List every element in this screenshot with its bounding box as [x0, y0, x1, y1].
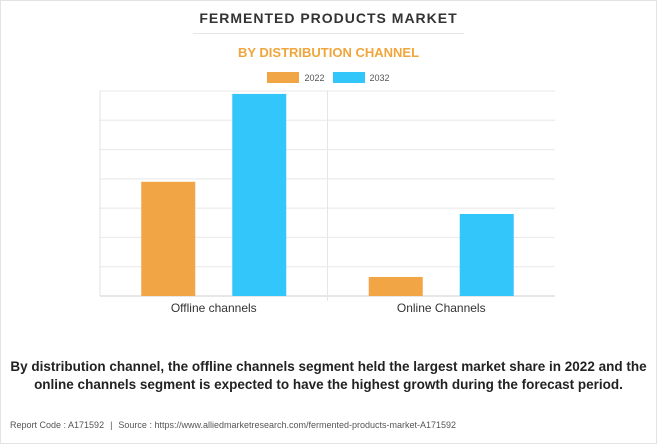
- bar-2032-online-channels: [459, 214, 514, 296]
- bar-chart: Offline channels Online Channels: [99, 90, 555, 315]
- title-divider: [193, 33, 464, 34]
- chart-legend: 2022 2032: [0, 72, 657, 83]
- legend-swatch-2022: [267, 72, 300, 83]
- report-code: Report Code : A171592: [10, 420, 105, 430]
- bar-2032-offline-channels: [232, 93, 287, 296]
- bar-2022-offline-channels: [141, 181, 196, 296]
- chart-caption: By distribution channel, the offline cha…: [10, 359, 647, 392]
- chart-subtitle: BY DISTRIBUTION CHANNEL: [237, 45, 420, 60]
- chart-title: FERMENTED PRODUCTS MARKET: [199, 10, 458, 26]
- x-tick-label: Online Channels: [397, 301, 486, 315]
- legend-item-2032[interactable]: 2032: [332, 72, 390, 83]
- footer-separator: |: [110, 420, 113, 430]
- bar-2022-online-channels: [368, 276, 423, 296]
- x-tick-label: Offline channels: [171, 301, 257, 315]
- legend-label-2022: 2022: [304, 72, 325, 83]
- source-link[interactable]: Source : https://www.alliedmarketresearc…: [118, 420, 457, 430]
- legend-label-2032: 2032: [369, 72, 390, 83]
- footer: Report Code : A171592 | Source : https://w…: [10, 420, 456, 430]
- legend-item-2022[interactable]: 2022: [267, 72, 325, 83]
- legend-swatch-2032: [332, 72, 365, 83]
